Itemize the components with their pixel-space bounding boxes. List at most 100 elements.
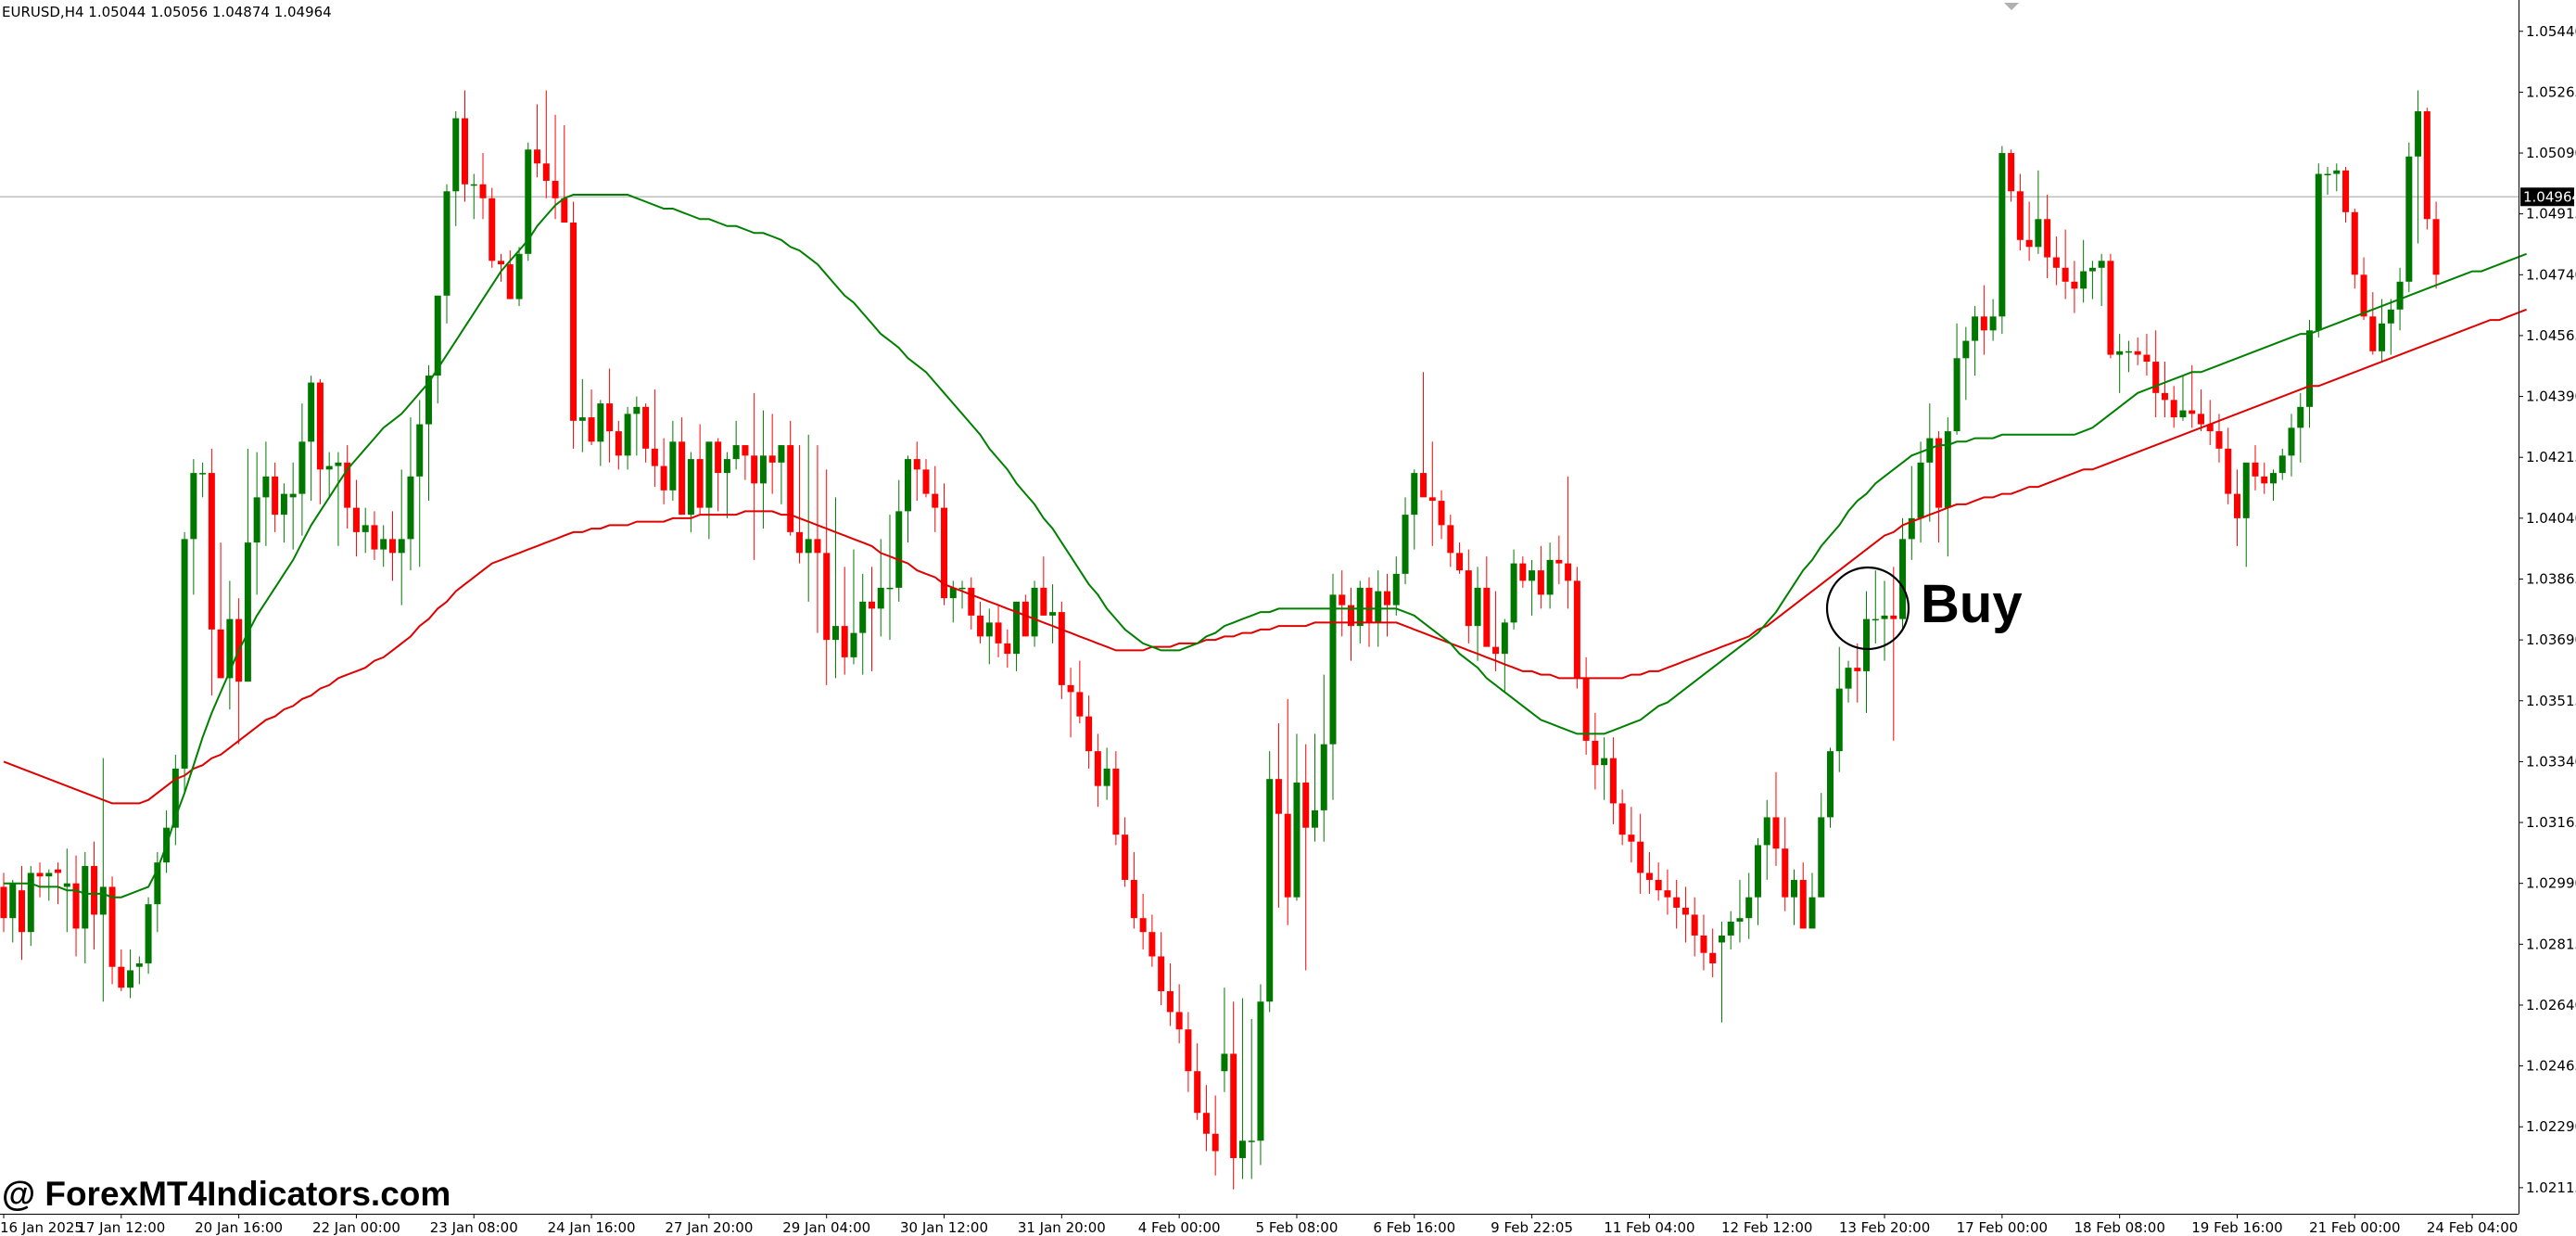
candle-body [2396,281,2404,310]
candle-body [2052,257,2060,268]
candle-body [1428,497,1436,502]
candle-body [2387,309,2394,324]
candle-body [190,473,197,540]
candle [127,949,134,999]
candle [1076,660,1084,724]
candle [1709,928,1717,977]
candle-body [308,382,315,442]
candle-body [1818,817,1825,898]
candle [1664,869,1671,915]
candle [2179,376,2187,421]
candle [615,420,622,470]
candle [72,855,80,957]
candle [795,445,803,564]
candle-body [2088,267,2096,272]
candle-body [1664,890,1671,898]
candle-body [1972,316,1979,341]
candle [118,949,125,991]
candle [2405,142,2413,293]
candle-body [995,622,1002,643]
candle-body [1275,779,1282,814]
candle [1004,629,1011,669]
shift-marker-icon[interactable] [2004,3,2019,10]
candle-body [1637,841,1644,873]
candle-body [525,149,532,254]
candle-body [1999,153,2006,317]
candle-body [642,406,650,449]
candle-body [55,869,62,873]
candle [1257,984,1264,1166]
candle-body [2134,350,2141,355]
candle [578,378,586,452]
candle [2088,261,2096,299]
candle-body [895,511,903,588]
candle-body [0,886,7,919]
candle-body [985,622,993,637]
fast-moving-average-line [4,194,2527,898]
candle-body [1221,1053,1228,1072]
candle-body [1040,587,1047,616]
candle-body [1645,873,1653,880]
y-tick-label: 1.04040 [2526,510,2576,527]
candle [316,378,324,504]
candle [1122,817,1129,887]
axes-group [0,0,2519,1215]
candle [1628,807,1635,863]
candle-body [2143,354,2151,363]
candle [1130,851,1137,929]
candle-body [958,587,966,590]
candle [2170,386,2177,428]
candle [154,851,161,933]
candle [2261,462,2268,494]
candle [2423,108,2430,230]
candle-body [82,865,89,929]
candle [434,295,441,404]
candle [1112,751,1120,846]
candle-body [1745,897,1753,919]
candle [280,483,287,543]
candle [1700,914,1707,971]
candle-body [868,601,875,609]
candle-body [1872,618,1879,621]
candle [1420,372,1428,498]
candle [308,376,315,502]
candle-body [2423,111,2430,220]
x-tick-label: 29 Jan 04:00 [782,1219,870,1236]
candle-body [1808,897,1816,929]
candle [2242,462,2250,567]
candle-body [380,539,387,550]
candle-body [2197,414,2204,425]
candle [1320,674,1327,842]
candle [2324,167,2331,196]
candle [1917,441,1924,543]
candle-body [1392,573,1400,605]
x-tick-label: 22 Jan 00:00 [312,1219,400,1236]
candle [82,851,89,963]
candle-body [949,587,957,599]
candle-body [1555,559,1563,564]
candle [1565,476,1572,609]
candle-body [1736,918,1744,922]
candle-body [127,970,134,988]
candle-body [154,862,161,905]
candle-body [1474,587,1481,627]
candle [1031,580,1038,647]
candle [868,567,875,671]
candle-body [316,382,324,470]
candle-body [72,883,80,929]
candle-body [1681,907,1689,915]
candle [642,403,650,463]
candle [380,525,387,567]
candle [1158,932,1165,1005]
candle [859,573,867,675]
candle [1492,591,1500,671]
candle [768,414,776,494]
candle [1546,542,1554,609]
candle [1854,643,1861,703]
candle [850,549,857,665]
candle [1311,733,1318,842]
candle-body [91,865,98,915]
candle-body [171,768,179,828]
